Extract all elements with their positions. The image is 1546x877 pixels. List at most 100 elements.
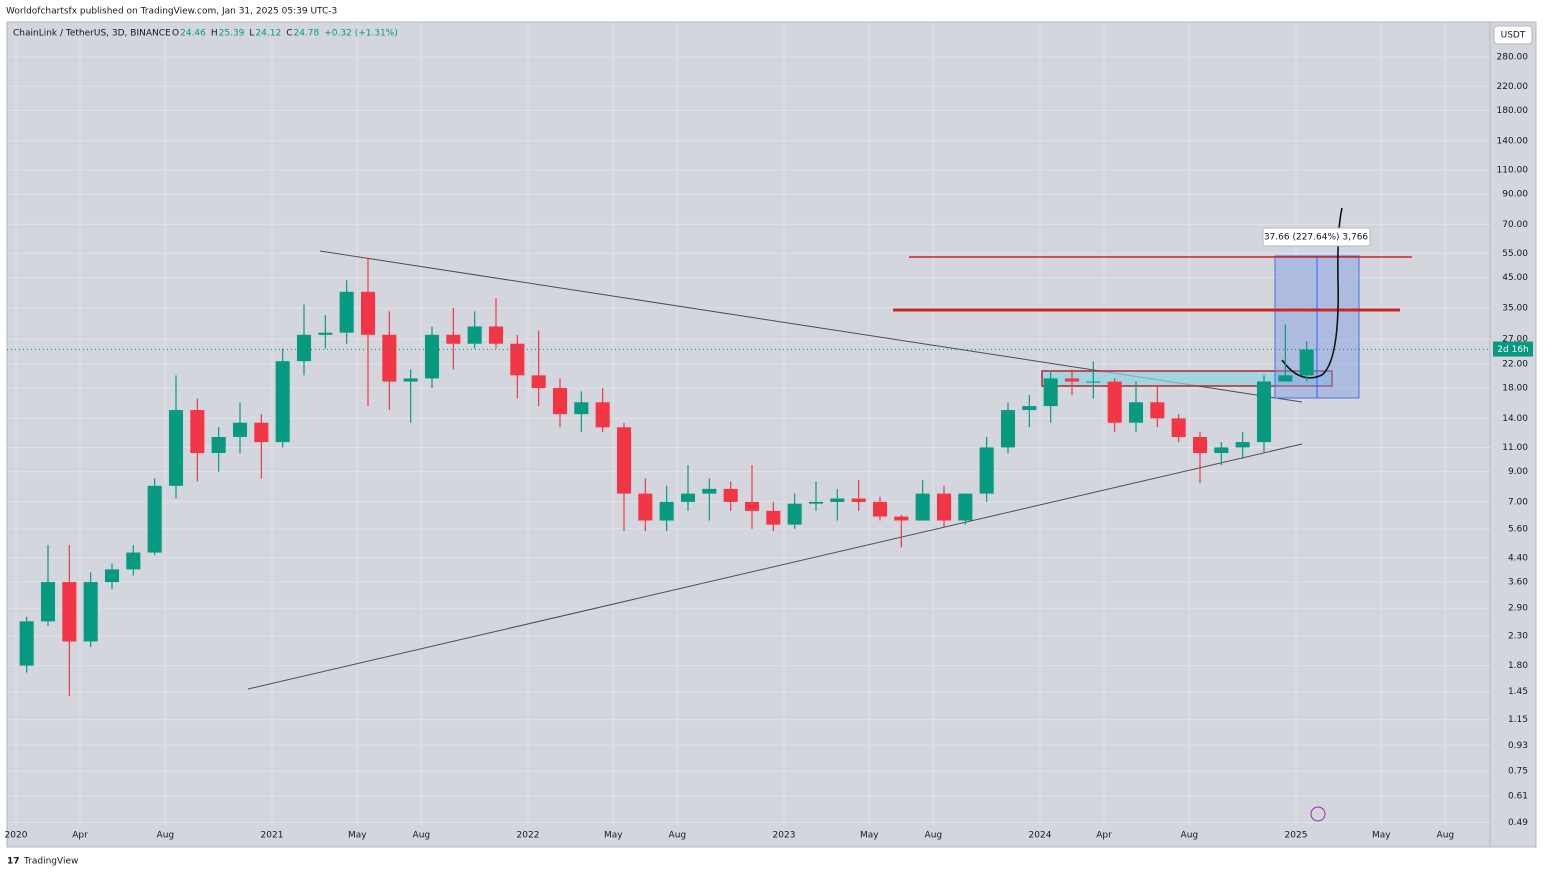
ohlc-key: O [172,29,179,39]
y-tick-label: 35.00 [1502,303,1528,313]
y-tick-label: 14.00 [1502,414,1528,424]
ohlc-key: C [286,29,292,39]
candle-body [680,493,696,502]
x-tick-label: May [604,831,623,841]
candle-body [126,552,141,570]
candle-body [552,388,568,415]
y-tick-label: 7.00 [1508,497,1528,507]
candle-body [168,410,184,486]
ohlc-key: H [211,29,218,39]
x-tick-label: 2022 [517,831,540,841]
y-tick-label: 0.75 [1508,767,1528,777]
candle-body [702,488,717,494]
candle-body [1256,381,1272,443]
y-tick-label: 18.00 [1502,384,1528,394]
y-tick-label: 1.15 [1508,715,1528,725]
x-tick-label: 2024 [1029,831,1052,841]
y-tick-label: 3.60 [1508,578,1528,588]
candle-body [275,361,290,443]
candle-body [1107,381,1122,423]
y-tick-label: 220.00 [1497,82,1529,92]
candle-body [190,410,205,454]
y-tick-label: 90.00 [1502,190,1528,200]
y-tick-label: 70.00 [1502,220,1528,230]
x-tick-label: Aug [669,831,687,841]
symbol: ChainLink / TetherUS, 3D, BINANCE [13,29,171,39]
candle-body [1086,381,1101,383]
candle-body [894,516,909,521]
candle-body [1192,436,1208,454]
grid [7,22,1490,825]
candle-body [1171,418,1186,437]
candle-body [1000,410,1016,448]
candle-body [659,501,674,521]
y-tick-label: 22.00 [1502,359,1528,369]
x-tick-label: Aug [925,831,943,841]
measure-label: 37.66 (227.64%) 3,766 [1264,233,1369,243]
candle-body [446,334,461,344]
ohlc-value: 24.78 [293,29,319,39]
candle-body [1299,349,1314,376]
candle-body [296,334,312,362]
candle-body [1064,378,1080,382]
ohlc-value: 24.12 [255,29,281,39]
candle-body [62,582,77,642]
candle-body [830,498,845,502]
candle-body [488,326,504,344]
y-tick-label: 5.60 [1508,524,1528,534]
x-tick-label: Aug [1181,831,1199,841]
candle-body [40,582,56,622]
publisher: Worldofchartsfx published on TradingView… [6,7,337,17]
candle-body [958,493,973,521]
x-tick-label: 2020 [5,831,28,841]
candle-body [595,402,610,428]
x-tick-label: 2025 [1285,831,1308,841]
candle-body [574,402,589,415]
y-tick-label: 180.00 [1497,106,1529,116]
y-tick-label: 280.00 [1497,53,1529,63]
x-tick-label: Apr [1096,831,1112,841]
candle-body [1150,402,1165,419]
x-tick-label: Aug [157,831,175,841]
currency: USDT [1501,31,1526,41]
measure-label-box [1262,227,1371,247]
x-tick-label: May [348,831,367,841]
y-tick-label: 11.00 [1502,443,1528,453]
y-tick-label: 0.93 [1508,741,1528,751]
y-tick-label: 1.45 [1508,687,1528,697]
ohlc-value: 24.46 [180,29,206,39]
ohlc-change: +0.32 (+1.31%) [324,29,398,39]
y-tick-label: 2.30 [1508,632,1528,642]
y-tick-label: 1.80 [1508,661,1528,671]
candle-body [808,501,824,504]
candle-body [104,569,120,583]
y-tick-label: 4.40 [1508,553,1528,563]
candle-body [872,501,888,517]
flash-icon [1310,806,1326,822]
y-tick-label: 0.49 [1508,818,1528,828]
y-tick-label: 110.00 [1497,165,1529,175]
countdown-tag [1493,341,1533,357]
candle-body [467,326,482,344]
x-tick-label: Apr [72,831,88,841]
y-tick-label: 27.00 [1502,335,1528,345]
candle-body [382,334,397,382]
candle-body [851,498,866,502]
ohlc-value: 25.39 [219,29,245,39]
ohlc-key: L [249,29,254,39]
candle-body [979,447,994,494]
candle-body [744,501,760,511]
candle-body [1235,442,1250,448]
candle-body [510,343,525,376]
countdown: 2d 16h [1497,345,1528,355]
candle-body [915,493,930,521]
x-tick-label: Aug [413,831,431,841]
candle-body [1278,375,1293,382]
x-tick-label: 2023 [773,831,796,841]
candle-body [1214,447,1229,454]
candle-body [19,621,34,666]
candle-body [936,493,952,521]
x-tick-label: Aug [1437,831,1455,841]
candle-body [360,291,376,335]
